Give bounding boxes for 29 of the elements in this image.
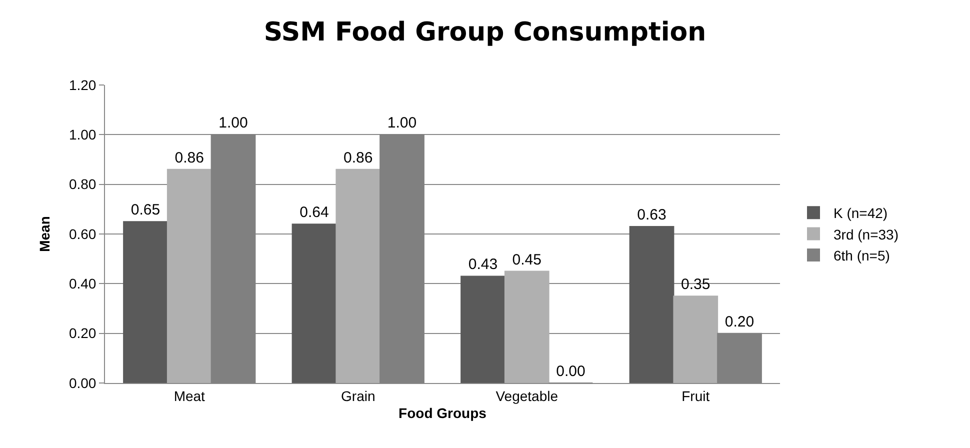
- data-label: 0.64: [300, 204, 329, 222]
- data-label: 1.00: [387, 114, 417, 132]
- y-tick-label: 0.60: [68, 226, 96, 242]
- y-tick-label: 1.20: [68, 76, 96, 93]
- chart-title: SSM Food Group Consumption: [264, 18, 706, 48]
- x-tick-label: Meat: [174, 388, 206, 404]
- x-axis-title: Food Groups: [398, 405, 487, 422]
- x-tick-label: Fruit: [682, 388, 710, 404]
- legend-label: 6th (n=5): [834, 247, 890, 264]
- data-label: 0.63: [637, 206, 666, 224]
- y-tick-label: 0.40: [68, 276, 96, 292]
- y-tick-label: 0.80: [68, 176, 96, 192]
- y-axis-title: Mean: [36, 216, 53, 252]
- data-label: 0.43: [468, 256, 498, 274]
- data-label: 0.20: [724, 313, 754, 330]
- data-label: 0.00: [556, 363, 586, 380]
- data-label: 0.65: [130, 202, 160, 219]
- y-tick-label: 0.00: [68, 374, 96, 391]
- data-label: 0.45: [512, 251, 542, 268]
- y-tick-label: 0.20: [68, 325, 96, 342]
- x-tick-label: Vegetable: [496, 388, 558, 404]
- data-label: 1.00: [218, 114, 248, 132]
- data-label: 0.35: [681, 276, 710, 294]
- legend-label: 3rd (n=33): [834, 226, 898, 242]
- y-tick-label: 1.00: [68, 126, 96, 143]
- data-label: 0.86: [174, 149, 204, 166]
- legend-label: K (n=42): [834, 205, 888, 222]
- x-tick-label: Grain: [341, 388, 376, 404]
- data-label: 0.86: [344, 149, 373, 166]
